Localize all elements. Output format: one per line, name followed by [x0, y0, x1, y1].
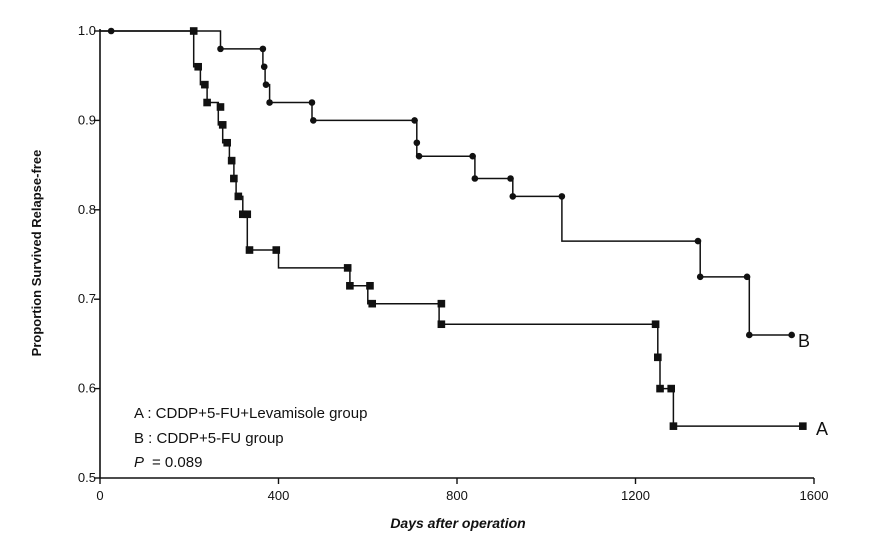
point-b: [509, 193, 517, 200]
point-a: [366, 281, 374, 290]
p-value: = 0.089: [152, 454, 202, 471]
point-b: [415, 152, 423, 160]
point-b: [413, 139, 421, 147]
series-layer: [100, 30, 803, 427]
point-a: [656, 384, 664, 393]
point-b: [507, 175, 514, 182]
series-tag-b: B: [798, 331, 810, 351]
x-tick-label: 0: [96, 488, 103, 503]
y-axis-title: Proportion Survived Relapse-free: [29, 150, 44, 357]
point-b: [308, 99, 316, 106]
x-tick-label: 1200: [621, 488, 650, 503]
point-a: [234, 192, 243, 201]
point-a: [201, 80, 209, 89]
x-tick-label: 1600: [800, 488, 829, 503]
x-tick-label: 800: [446, 488, 468, 503]
y-tick-label: 0.6: [78, 381, 96, 396]
x-tick-label: 400: [268, 488, 290, 503]
point-a: [343, 264, 352, 272]
point-b: [217, 45, 224, 53]
point-a: [227, 156, 236, 165]
marker-layer: [107, 27, 807, 430]
point-a: [667, 384, 676, 393]
point-b: [471, 175, 479, 182]
series-line-a: [100, 30, 803, 427]
legend-entry-a: A : CDDP+5-FU+Levamisole group: [134, 405, 367, 422]
point-b: [694, 237, 702, 245]
point-b: [107, 27, 115, 35]
point-a: [194, 62, 202, 71]
point-b: [788, 331, 795, 339]
point-a: [669, 422, 678, 430]
point-a: [799, 422, 807, 430]
point-a: [243, 210, 252, 219]
point-b: [262, 81, 270, 88]
y-tick-label: 0.5: [78, 470, 96, 485]
point-a: [272, 246, 281, 254]
point-a: [216, 103, 225, 111]
x-axis-title: Days after operation: [390, 515, 525, 531]
point-b: [469, 152, 476, 160]
ticks: 0 400 800 1200 1600 0.5 0.6 0.7 0.8 0.9 1.0: [78, 23, 829, 503]
point-a: [223, 138, 231, 147]
point-a: [651, 320, 660, 329]
point-a: [437, 299, 446, 308]
series-tag-a: A: [816, 419, 828, 439]
point-b: [260, 63, 268, 71]
point-b: [743, 273, 751, 281]
point-a: [230, 174, 238, 183]
point-a: [245, 246, 254, 254]
point-b: [558, 193, 566, 200]
y-tick-label: 0.9: [78, 112, 96, 127]
point-b: [310, 117, 317, 124]
point-a: [368, 299, 377, 308]
y-tick-label: 0.7: [78, 291, 96, 306]
legend-entry-b: B : CDDP+5-FU group: [134, 430, 284, 447]
point-a: [189, 27, 198, 35]
point-b: [259, 45, 267, 53]
point-b: [266, 99, 273, 106]
series-line-b: [100, 30, 792, 336]
point-a: [437, 320, 446, 329]
point-b: [696, 273, 704, 281]
point-b: [411, 117, 418, 124]
point-a: [346, 281, 354, 290]
point-b: [745, 331, 753, 339]
y-tick-label: 0.8: [78, 202, 96, 217]
p-label: P: [134, 454, 144, 471]
point-a: [218, 121, 227, 129]
point-a: [654, 353, 662, 362]
point-a: [203, 98, 211, 107]
y-tick-label: 1.0: [78, 23, 96, 38]
